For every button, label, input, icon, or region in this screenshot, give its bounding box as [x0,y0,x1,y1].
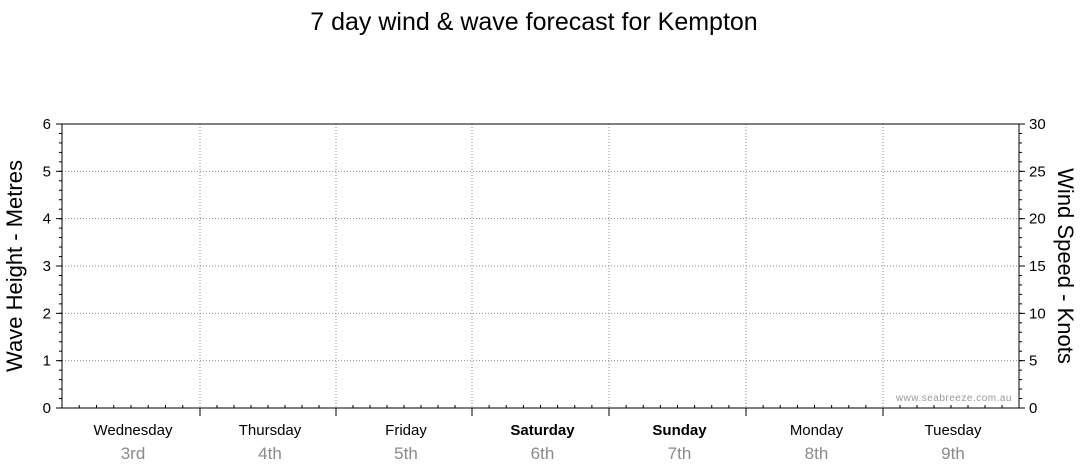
day-name-label: Thursday [239,422,302,439]
right-tick-label: 0 [1029,400,1037,417]
day-name-label: Sunday [652,422,707,439]
day-date-label: 7th [668,444,692,463]
plot-border [61,123,1020,409]
plot-area: 0 1 2 3 4 5 6 0 5 10 15 20 25 30 Wednesday 3rd Thursda… [43,116,1046,463]
right-tick-label: 15 [1029,258,1046,275]
grid-lines [62,124,1019,408]
left-tick-label: 5 [43,163,51,180]
right-tick-label: 20 [1029,211,1046,228]
day-date-label: 5th [394,444,418,463]
right-tick-label: 5 [1029,353,1037,370]
left-axis-label: Wave Height - Metres [2,160,27,372]
left-tick-label: 4 [43,211,51,228]
day-name-label: Monday [790,422,844,439]
left-tick-label: 6 [43,116,51,133]
day-date-label: 6th [531,444,555,463]
right-tick-label: 25 [1029,163,1046,180]
day-name-label: Tuesday [925,422,982,439]
watermark: www.seabreeze.com.au [895,393,1012,404]
chart-title: 7 day wind & wave forecast for Kempton [310,8,757,36]
left-tick-label: 0 [43,400,51,417]
day-name-label: Friday [385,422,427,439]
left-axis: 0 1 2 3 4 5 6 [43,116,62,417]
right-axis-label: Wind Speed - Knots [1053,168,1078,364]
day-date-label: 9th [941,444,965,463]
right-axis: 0 5 10 15 20 25 30 [1019,116,1046,417]
left-tick-label: 1 [43,353,51,370]
day-name-label: Saturday [510,422,575,439]
left-tick-label: 3 [43,258,51,275]
right-tick-label: 30 [1029,116,1046,133]
left-tick-label: 2 [43,305,51,322]
day-date-label: 8th [805,444,829,463]
day-date-label: 4th [258,444,282,463]
day-date-label: 3rd [121,444,146,463]
day-name-label: Wednesday [94,422,173,439]
right-tick-label: 10 [1029,305,1046,322]
x-axis: Wednesday 3rd Thursday 4th Friday 5th Saturday… [78,405,1003,463]
